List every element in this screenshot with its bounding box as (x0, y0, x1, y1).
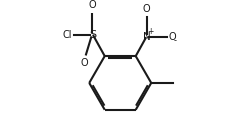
Text: O: O (169, 32, 176, 42)
Text: O: O (81, 58, 88, 68)
Text: N: N (143, 32, 151, 42)
Text: S: S (89, 30, 96, 40)
Text: +: + (147, 27, 154, 36)
Text: O: O (143, 4, 150, 14)
Text: O: O (89, 0, 96, 10)
Text: -: - (174, 36, 177, 45)
Text: Cl: Cl (63, 30, 73, 40)
